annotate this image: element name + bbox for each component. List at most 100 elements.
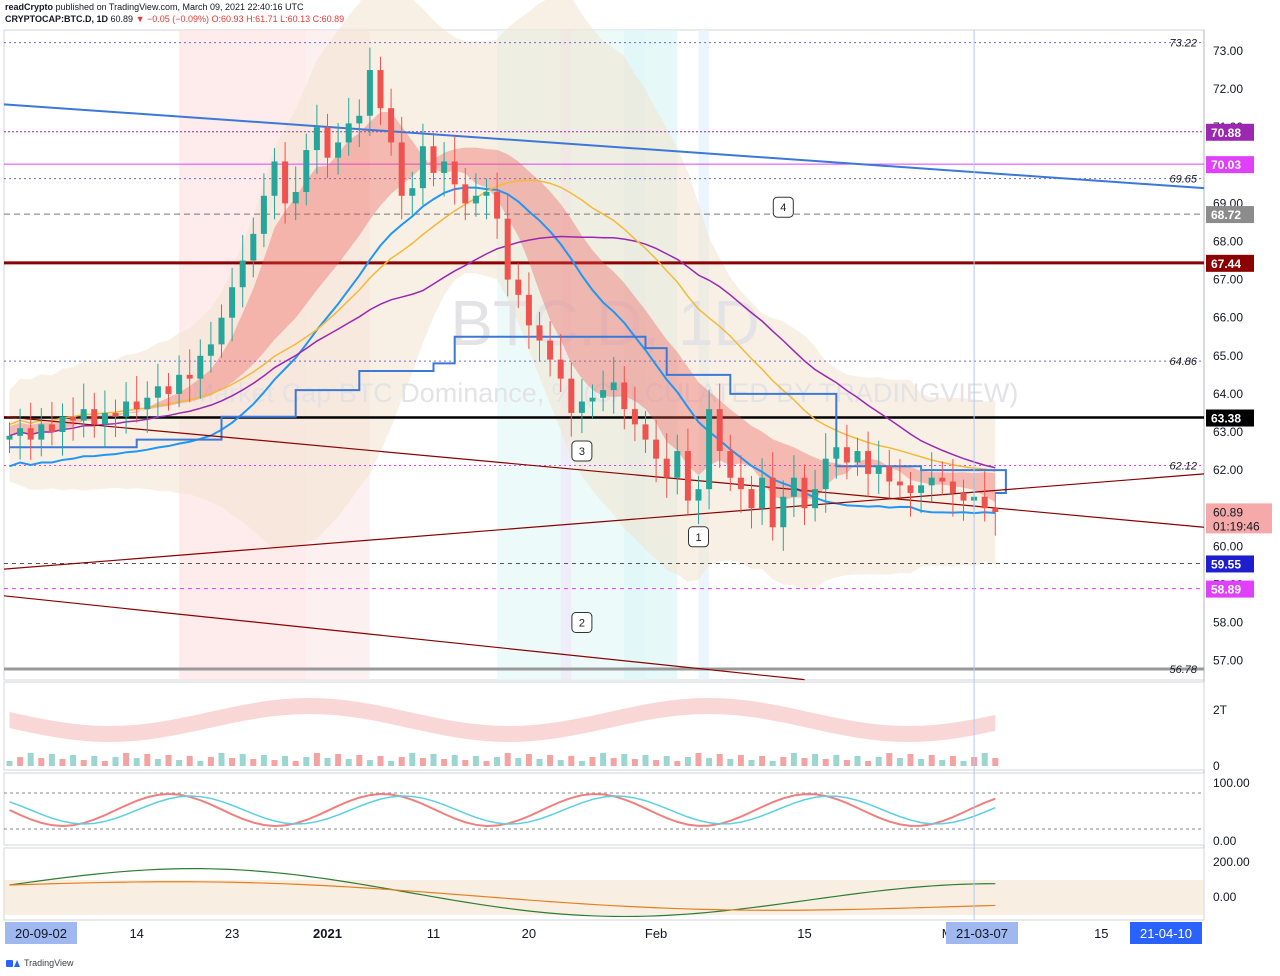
price-level-tag bbox=[1206, 156, 1254, 174]
candle-body bbox=[335, 142, 342, 158]
volume-bar bbox=[271, 760, 278, 766]
candle-body bbox=[27, 428, 34, 440]
candle-body bbox=[292, 191, 299, 204]
volume-bar bbox=[918, 759, 925, 766]
candle-body bbox=[123, 401, 130, 417]
volume-bar bbox=[780, 757, 787, 766]
candle-body bbox=[303, 150, 310, 192]
callout-4: 4 bbox=[772, 196, 794, 218]
candle-body bbox=[483, 191, 490, 196]
y-tick-label: 62.00 bbox=[1213, 463, 1243, 477]
x-end-label: 21-04-10 bbox=[1140, 926, 1192, 941]
bollinger-band bbox=[9, 0, 996, 590]
time-axis: 20-09-02142320211120Feb15Mar1521-03-0721… bbox=[5, 30, 1202, 944]
candle-body bbox=[536, 325, 543, 341]
annotations: 1 2 3 4 bbox=[571, 196, 794, 633]
volume-bar bbox=[324, 758, 331, 766]
y-tick-label: 66.00 bbox=[1213, 311, 1243, 325]
candles bbox=[6, 47, 999, 551]
candle-body bbox=[737, 477, 744, 490]
volume-bar bbox=[706, 758, 713, 766]
volume-bar bbox=[441, 759, 448, 766]
candle-body bbox=[939, 477, 946, 482]
volume-bar bbox=[801, 758, 808, 766]
footer-brand: TradingView bbox=[24, 958, 74, 968]
volume-bar bbox=[472, 756, 479, 766]
volume-bar bbox=[112, 757, 119, 766]
y-tick-label: 60.00 bbox=[1213, 539, 1243, 553]
ind3-signal bbox=[9, 881, 996, 911]
volume-bar bbox=[335, 754, 342, 766]
price-level-label: 56.78 bbox=[1169, 664, 1197, 676]
volume-bar bbox=[91, 756, 98, 766]
price-level-label: 73.22 bbox=[1169, 38, 1197, 50]
volume-bar bbox=[981, 753, 988, 766]
candle-body bbox=[600, 390, 607, 398]
volume-bar bbox=[165, 755, 172, 766]
volume-bar bbox=[992, 758, 999, 766]
candle-body bbox=[441, 161, 448, 173]
y-tick-label: 64.00 bbox=[1213, 387, 1243, 401]
ind2-top: 100.00 bbox=[1213, 776, 1250, 790]
candle-body bbox=[515, 279, 522, 295]
volume-bar bbox=[928, 755, 935, 766]
candle-body bbox=[568, 378, 575, 413]
volume-bar bbox=[462, 760, 469, 766]
volume-bar bbox=[250, 759, 257, 766]
volume-bar bbox=[843, 760, 850, 766]
volume-bar bbox=[536, 759, 543, 766]
candle-body bbox=[706, 409, 713, 490]
price-level-tag bbox=[1206, 254, 1254, 272]
candle-body bbox=[631, 409, 638, 425]
volume-bar bbox=[610, 758, 617, 766]
candle-body bbox=[886, 466, 893, 482]
volume-bar bbox=[207, 757, 214, 766]
candle-body bbox=[218, 317, 225, 345]
price-level-label: 64.86 bbox=[1169, 356, 1197, 368]
volume-bar bbox=[59, 759, 66, 766]
volume-bar bbox=[674, 761, 681, 766]
published-line: readCrypto published on TradingView.com,… bbox=[5, 2, 304, 12]
candle-body bbox=[207, 344, 214, 356]
footer: TradingView bbox=[6, 958, 74, 968]
callout-label: 3 bbox=[579, 446, 585, 458]
trendline-2 bbox=[3, 595, 805, 681]
candle-body bbox=[769, 477, 776, 528]
candle-body bbox=[282, 161, 289, 204]
symbol-name: CRYPTOCAP:BTC.D, 1D bbox=[5, 14, 109, 24]
y-tick-label: 57.00 bbox=[1213, 654, 1243, 668]
price-level-label: 69.65 bbox=[1169, 174, 1197, 186]
x-tick-label: 15 bbox=[1094, 926, 1108, 941]
volume-bar bbox=[822, 759, 829, 766]
published-text: published on TradingView.com, March 09, … bbox=[55, 2, 304, 12]
ind3-band bbox=[4, 880, 1204, 915]
candle-body bbox=[260, 195, 267, 234]
callout-3: 3 bbox=[571, 440, 593, 462]
ind3-top: 200.00 bbox=[1213, 855, 1250, 869]
candle-body bbox=[313, 127, 320, 151]
candle-body bbox=[271, 161, 278, 196]
candle-body bbox=[80, 409, 87, 421]
candle-body bbox=[409, 188, 416, 196]
volume-bar bbox=[176, 760, 183, 766]
ind1-zero: 0 bbox=[1213, 759, 1220, 773]
callout-box bbox=[571, 612, 593, 633]
candle-body bbox=[112, 412, 119, 417]
volume-bar bbox=[398, 757, 405, 766]
x-tick-label: 15 bbox=[797, 926, 811, 941]
candle-body bbox=[494, 191, 501, 219]
candle-body bbox=[101, 412, 108, 425]
price-level-tag bbox=[1206, 555, 1254, 573]
volume-bar bbox=[409, 753, 416, 766]
trendline-1 bbox=[3, 473, 1205, 570]
candle-body bbox=[981, 496, 988, 509]
candle-body bbox=[451, 161, 458, 185]
callout-label: 1 bbox=[695, 532, 701, 544]
candle-body bbox=[684, 451, 691, 501]
y-tick-label: 67.00 bbox=[1213, 273, 1243, 287]
volume-bar bbox=[282, 756, 289, 766]
candle-body bbox=[366, 70, 373, 116]
volume-bar bbox=[27, 753, 34, 766]
volume-bar bbox=[790, 753, 797, 766]
